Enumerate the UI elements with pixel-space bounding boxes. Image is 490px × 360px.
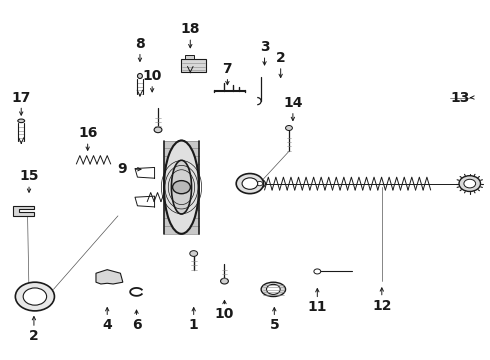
Text: 10: 10 [143,69,162,83]
Text: 7: 7 [222,62,232,76]
Text: 16: 16 [78,126,98,140]
Text: 1: 1 [189,318,198,332]
Text: 9: 9 [117,162,127,176]
Circle shape [236,174,264,194]
Circle shape [242,178,258,189]
Ellipse shape [138,73,143,78]
FancyBboxPatch shape [164,140,198,234]
Polygon shape [96,270,123,284]
Text: 10: 10 [215,307,234,321]
Text: 5: 5 [270,318,279,332]
Circle shape [23,288,47,305]
Text: 15: 15 [19,170,39,183]
Text: 2: 2 [276,51,286,65]
Ellipse shape [172,160,192,214]
Circle shape [314,269,321,274]
Circle shape [190,251,197,256]
Text: 8: 8 [135,37,145,51]
Circle shape [267,284,280,294]
Ellipse shape [164,140,199,234]
Circle shape [15,282,54,311]
Text: 3: 3 [260,40,270,54]
Circle shape [257,181,263,186]
Circle shape [254,179,266,188]
Text: 12: 12 [372,298,392,312]
Circle shape [459,176,481,192]
Ellipse shape [18,119,24,123]
Text: 13: 13 [450,90,470,104]
Text: 14: 14 [283,96,303,110]
Circle shape [220,278,228,284]
Circle shape [286,126,293,131]
Circle shape [154,127,162,133]
Circle shape [172,181,191,194]
Text: 11: 11 [308,300,327,314]
Text: 2: 2 [29,329,39,343]
Text: 18: 18 [180,22,200,36]
Ellipse shape [164,140,199,234]
Text: 17: 17 [12,90,31,104]
FancyBboxPatch shape [181,59,206,72]
Text: 6: 6 [132,318,141,332]
FancyBboxPatch shape [185,55,194,59]
Polygon shape [13,206,34,216]
Text: 4: 4 [102,318,112,332]
Ellipse shape [261,282,286,297]
Circle shape [464,179,476,188]
